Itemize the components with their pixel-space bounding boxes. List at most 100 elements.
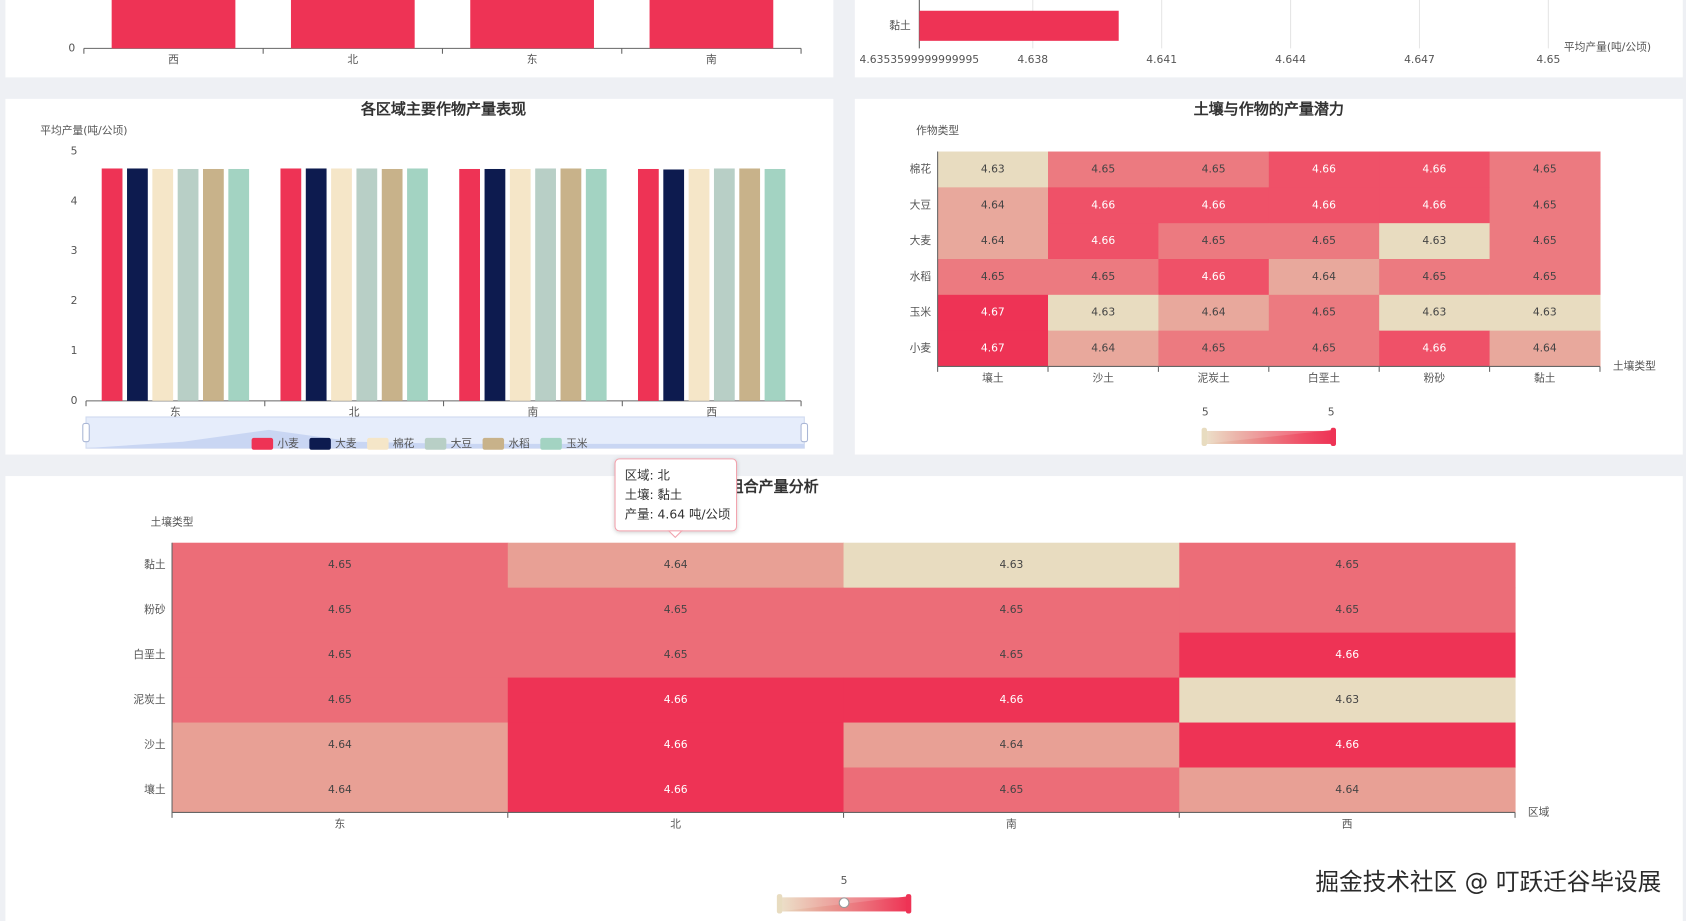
cell-label: 4.65 (328, 648, 352, 661)
x-tick-label: 北 (349, 406, 360, 419)
bar (919, 10, 1119, 41)
heat-cell (1268, 187, 1380, 224)
cell-label: 4.66 (1335, 738, 1359, 751)
cell-label: 4.66 (1422, 342, 1446, 355)
heat-cell (1179, 542, 1516, 589)
bar (203, 168, 224, 401)
heat-cell (1489, 151, 1601, 188)
cell-label: 4.67 (981, 342, 1005, 355)
cell-label: 4.64 (1202, 306, 1226, 319)
legend-swatch (482, 437, 505, 450)
cell-label: 4.66 (1091, 234, 1115, 247)
heat-cell (172, 632, 509, 679)
cell-label: 4.65 (1202, 342, 1226, 355)
cell-label: 4.65 (1202, 234, 1226, 247)
axis-name: 土壤类型 (1613, 359, 1656, 372)
tooltip-line: 产量: 4.64 吨/公顷 (625, 507, 731, 521)
legend-swatch (309, 437, 331, 450)
heat-cell (1489, 258, 1601, 296)
y-tick-label: 壤土 (144, 783, 166, 796)
chart: 4.6353599999999995 4.638 4.641 4.644 4.647 4.… (860, 0, 1651, 66)
cell-label: 4.64 (664, 558, 688, 571)
y-tick-label: 玉米 (910, 306, 932, 319)
cell-label: 4.65 (999, 603, 1023, 616)
heat-cell (1268, 330, 1380, 368)
heat-cell (1048, 294, 1159, 332)
cell-label: 4.65 (1312, 306, 1336, 319)
heat-cell (1379, 187, 1491, 224)
heat-cell (1048, 151, 1159, 188)
bar (407, 168, 428, 401)
tooltip-line: 土壤: 黏土 (625, 487, 683, 502)
bar (127, 168, 148, 401)
cell-label: 4.65 (1533, 162, 1557, 175)
heat-cell (843, 722, 1180, 769)
cell-label: 4.65 (1091, 270, 1115, 283)
heat-cell (1158, 294, 1270, 332)
heat-cell (1489, 294, 1601, 332)
heat-cell (1268, 258, 1380, 296)
cell-label: 4.64 (1091, 342, 1115, 355)
visual-map-indicator (838, 897, 850, 909)
heat-cell (1379, 223, 1491, 260)
legend-swatch (251, 437, 274, 450)
heat-cell (1158, 187, 1270, 224)
cell-label: 4.65 (981, 270, 1005, 283)
heat-cell (843, 632, 1180, 679)
data-zoom-handle (800, 422, 809, 443)
y-tick-label: 沙土 (144, 738, 166, 751)
y-tick-label: 黏土 (144, 558, 166, 571)
bar (509, 168, 531, 401)
bar (331, 168, 352, 401)
x-tick-label: 4.65 (1536, 53, 1560, 66)
bar (688, 168, 710, 401)
x-tick-label: 东 (170, 406, 181, 419)
cell-label: 4.66 (999, 693, 1023, 706)
y-tick-label: 5 (71, 145, 78, 158)
cell-label: 4.65 (1533, 270, 1557, 283)
cell-label: 4.63 (1091, 306, 1115, 319)
x-tick-label: 4.641 (1146, 53, 1177, 66)
heat-cell (1379, 258, 1491, 296)
bar (470, 0, 594, 49)
y-tick-label: 白垩土 (133, 648, 165, 661)
heat-cell (1158, 151, 1270, 188)
heat-cell (1048, 223, 1159, 260)
x-tick-label: 白垩土 (1308, 371, 1340, 384)
y-tick-label: 黏土 (889, 19, 911, 32)
visual-map-label: 5 (841, 874, 848, 887)
legend-swatch (540, 437, 562, 450)
heat-cell (1268, 151, 1380, 188)
heat-cell (1158, 258, 1270, 296)
cell-label: 4.65 (328, 558, 352, 571)
y-tick-label: 1 (71, 344, 78, 357)
cell-label: 4.64 (328, 783, 352, 796)
cell-label: 4.65 (1202, 162, 1226, 175)
cell-label: 4.65 (1312, 342, 1336, 355)
cell-label: 4.64 (1312, 270, 1336, 283)
y-tick-label: 棉花 (910, 162, 932, 175)
bar (101, 168, 123, 401)
watermark: 掘金技术社区 @ 叮跃迁谷毕设展 (1315, 868, 1661, 896)
y-tick-label: 小麦 (910, 342, 932, 355)
x-tick-label: 北 (347, 53, 358, 66)
cell-label: 4.64 (1533, 342, 1557, 355)
cell-label: 4.65 (1091, 162, 1115, 175)
legend-label: 水稻 (508, 437, 530, 450)
cell-label: 4.66 (1091, 198, 1115, 211)
axis-name: 土壤类型 (151, 515, 194, 528)
heat-cell (172, 722, 509, 769)
bar (111, 0, 236, 49)
axis-name: 区域 (1528, 805, 1550, 818)
bar (356, 168, 378, 401)
x-tick-label: 泥炭土 (1197, 371, 1229, 384)
bar (152, 168, 174, 401)
bar (739, 168, 761, 401)
y-tick-label: 粉砂 (144, 603, 166, 616)
y-tick-label: 3 (71, 244, 78, 257)
x-tick-label: 北 (670, 817, 681, 830)
bar (649, 0, 774, 49)
heat-cell (507, 542, 845, 589)
